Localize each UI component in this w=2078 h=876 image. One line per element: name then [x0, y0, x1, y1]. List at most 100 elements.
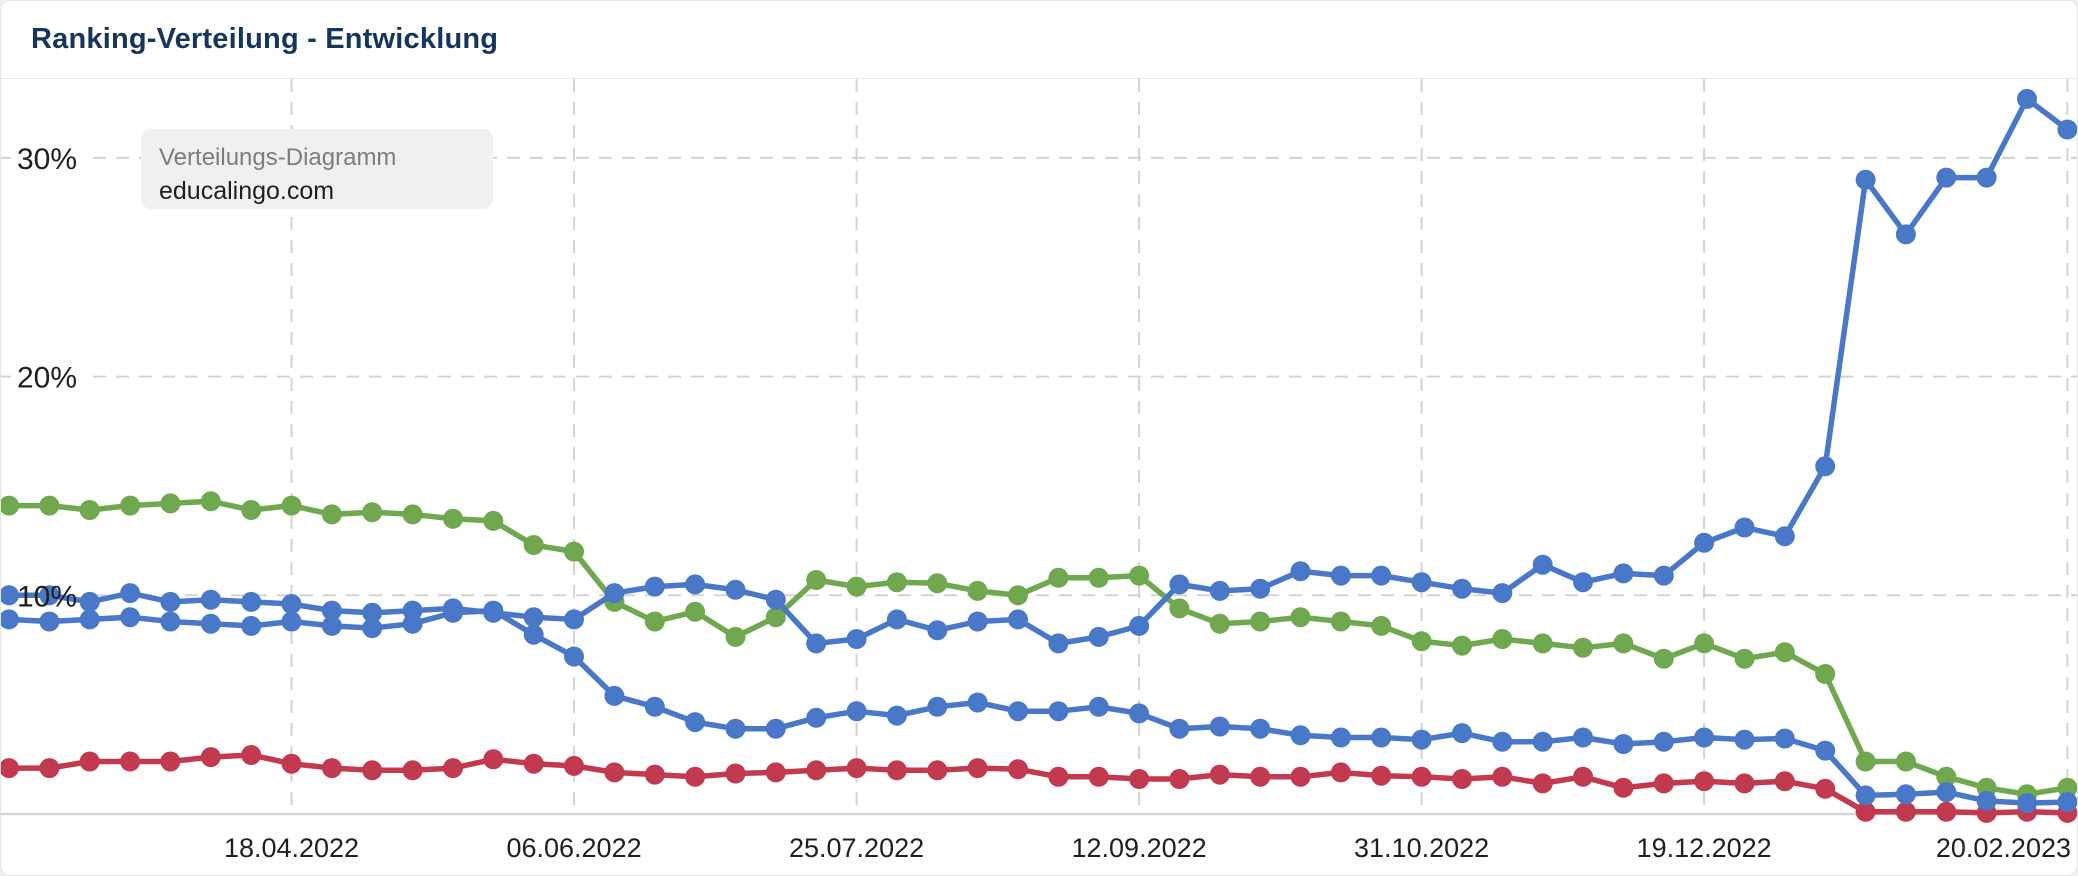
series-red-point[interactable] [564, 755, 584, 776]
series-blue-upper-point[interactable] [1169, 574, 1190, 595]
series-red-point[interactable] [39, 758, 60, 779]
series-red-point[interactable] [1492, 766, 1513, 787]
series-blue-lower-point[interactable] [321, 615, 342, 636]
series-red-point[interactable] [1371, 765, 1392, 786]
series-red-point[interactable] [685, 766, 706, 787]
series-blue-lower-point[interactable] [39, 611, 60, 632]
series-green-point[interactable] [1169, 598, 1190, 619]
series-blue-upper-point[interactable] [1129, 615, 1150, 636]
series-red-point[interactable] [644, 764, 665, 785]
series-green-point[interactable] [1653, 648, 1674, 669]
series-blue-upper-point[interactable] [1371, 565, 1392, 586]
series-blue-lower-point[interactable] [1694, 727, 1715, 748]
series-blue-lower-point[interactable] [725, 718, 746, 739]
series-blue-upper-point[interactable] [1613, 563, 1634, 584]
series-red-point[interactable] [1694, 771, 1715, 792]
series-green-point[interactable] [1209, 613, 1230, 634]
series-blue-upper-point[interactable] [2057, 119, 2077, 140]
series-blue-upper-point[interactable] [2017, 88, 2037, 109]
series-blue-upper-point[interactable] [39, 585, 60, 606]
series-blue-upper-point[interactable] [281, 594, 302, 614]
series-blue-upper-point[interactable] [765, 589, 786, 610]
series-red-point[interactable] [1411, 766, 1432, 787]
series-green-point[interactable] [644, 611, 665, 632]
series-green-point[interactable] [1452, 635, 1472, 656]
series-blue-upper-point[interactable] [1209, 580, 1230, 601]
series-blue-lower-point[interactable] [1008, 701, 1028, 722]
series-blue-upper-point[interactable] [1492, 583, 1513, 604]
series-blue-lower-point[interactable] [1895, 784, 1916, 805]
series-blue-lower-point[interactable] [200, 613, 221, 634]
series-green-point[interactable] [967, 580, 988, 601]
series-blue-upper-point[interactable] [1734, 517, 1755, 538]
series-blue-upper-point[interactable] [1290, 561, 1311, 582]
series-green-point[interactable] [1088, 567, 1109, 588]
series-red-point[interactable] [1008, 759, 1028, 780]
series-green-point[interactable] [120, 495, 141, 516]
series-blue-lower-point[interactable] [1976, 790, 1997, 811]
series-blue-lower-point[interactable] [1855, 785, 1876, 806]
series-blue-upper-point[interactable] [967, 611, 988, 632]
series-blue-lower-point[interactable] [1532, 731, 1553, 752]
series-red-point[interactable] [281, 753, 302, 774]
series-green-point[interactable] [765, 607, 786, 628]
series-red-point[interactable] [967, 758, 988, 779]
series-red-point[interactable] [1936, 801, 1957, 822]
series-red-point[interactable] [483, 749, 504, 770]
series-blue-lower-point[interactable] [120, 607, 141, 628]
series-blue-upper-point[interactable] [927, 620, 948, 641]
series-blue-upper-point[interactable] [846, 629, 867, 649]
series-blue-upper-point[interactable] [725, 579, 746, 600]
series-red-point[interactable] [362, 760, 383, 781]
series-green-point[interactable] [1573, 637, 1593, 658]
series-blue-lower-point[interactable] [927, 696, 948, 717]
series-green-point[interactable] [79, 500, 100, 520]
series-green-point[interactable] [1290, 607, 1311, 628]
series-blue-upper-point[interactable] [1048, 633, 1069, 654]
series-blue-upper-point[interactable] [1452, 578, 1472, 599]
series-blue-lower-point[interactable] [806, 707, 827, 728]
series-blue-lower-point[interactable] [1653, 731, 1674, 752]
series-green-point[interactable] [523, 535, 544, 555]
series-blue-upper-point[interactable] [443, 598, 463, 619]
series-green-point[interactable] [483, 510, 504, 531]
series-red-point[interactable] [1169, 769, 1190, 789]
series-red-point[interactable] [886, 760, 907, 781]
series-red-point[interactable] [604, 762, 625, 783]
series-red-point[interactable] [1250, 766, 1271, 787]
series-blue-upper-point[interactable] [1895, 224, 1916, 245]
series-red-point[interactable] [927, 760, 948, 781]
series-green-point[interactable] [1815, 664, 1836, 684]
series-red-point[interactable] [1573, 766, 1593, 787]
series-green-point[interactable] [1330, 611, 1351, 632]
series-blue-lower-point[interactable] [765, 718, 786, 739]
series-green-point[interactable] [1371, 615, 1392, 636]
series-blue-upper-point[interactable] [160, 591, 181, 612]
series-blue-lower-point[interactable] [2017, 793, 2037, 814]
series-blue-lower-point[interactable] [967, 692, 988, 713]
series-green-point[interactable] [1, 495, 19, 516]
series-red-point[interactable] [1048, 766, 1069, 787]
series-blue-lower-point[interactable] [362, 618, 383, 639]
series-blue-upper-point[interactable] [1532, 554, 1553, 575]
series-blue-lower-point[interactable] [1492, 731, 1513, 752]
series-blue-upper-point[interactable] [483, 602, 504, 623]
series-red-point[interactable] [1452, 769, 1472, 789]
series-blue-upper-point[interactable] [200, 589, 221, 610]
series-blue-lower-point[interactable] [846, 701, 867, 722]
series-green-point[interactable] [725, 626, 746, 647]
series-green-point[interactable] [806, 570, 827, 590]
series-blue-upper-point[interactable] [644, 576, 665, 597]
series-blue-upper-point[interactable] [402, 600, 423, 621]
series-green-point[interactable] [1613, 633, 1634, 654]
series-blue-lower-point[interactable] [644, 696, 665, 717]
series-green-point[interactable] [886, 572, 907, 593]
series-green-point[interactable] [1694, 633, 1715, 654]
series-blue-lower-point[interactable] [1330, 727, 1351, 748]
series-red-point[interactable] [160, 751, 181, 772]
series-blue-lower-point[interactable] [1452, 723, 1472, 744]
series-red-point[interactable] [765, 762, 786, 783]
series-red-point[interactable] [725, 763, 746, 784]
series-blue-lower-point[interactable] [1613, 734, 1634, 754]
series-red-point[interactable] [321, 758, 342, 779]
